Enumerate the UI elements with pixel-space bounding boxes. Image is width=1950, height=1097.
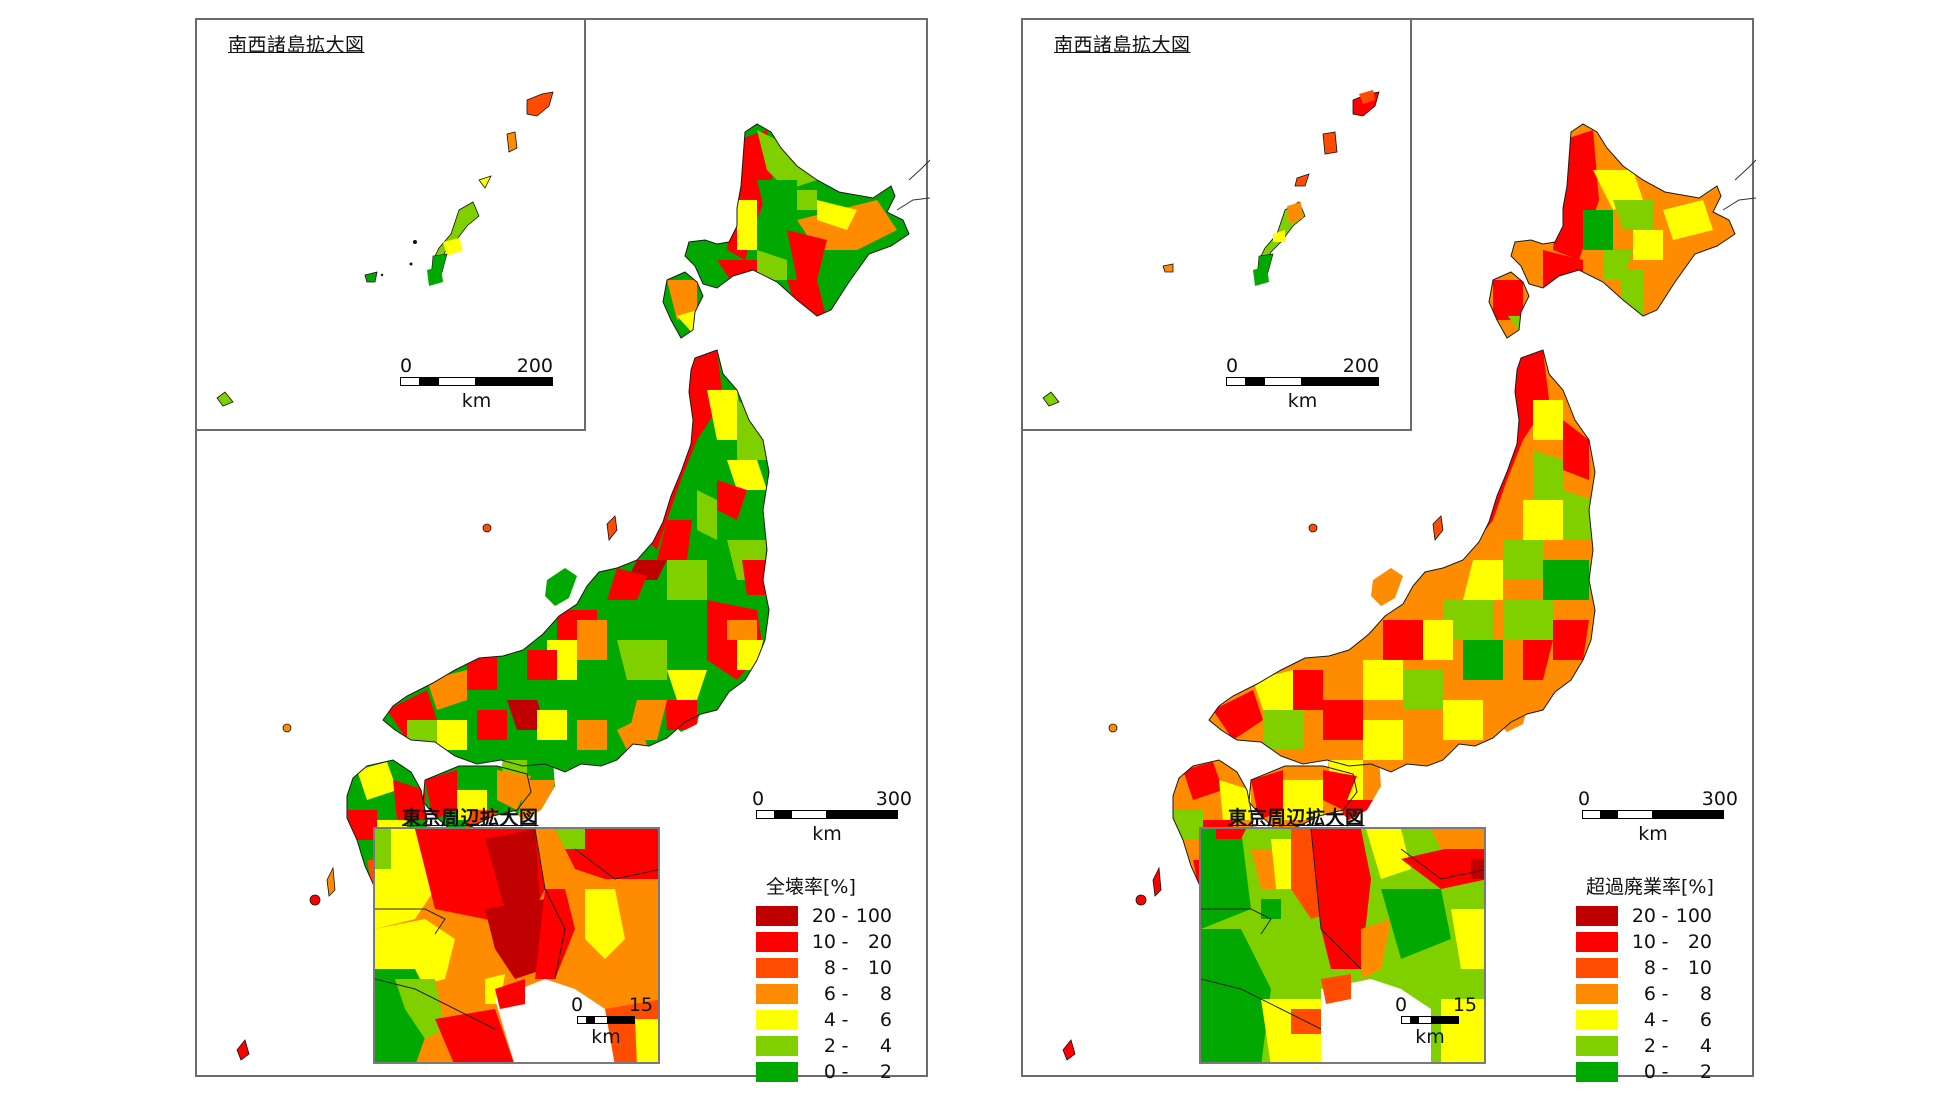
legend-row: 20-100	[756, 903, 892, 929]
legend-row: 6-8	[1576, 981, 1714, 1007]
legend-swatch	[756, 1036, 798, 1056]
legend-title: 全壊率[%]	[766, 876, 856, 898]
legend-row: 2-4	[756, 1033, 892, 1059]
legend-swatch	[756, 906, 798, 926]
legend-swatch	[1576, 906, 1618, 926]
legend-row: 20-100	[1576, 903, 1714, 929]
legend-swatch	[1576, 984, 1618, 1004]
legend-row: 10-20	[1576, 929, 1714, 955]
legend-row: 8-10	[1576, 955, 1714, 981]
ryukyu-islands-shapes	[1042, 90, 1380, 407]
map-panel-collapse-rate: 南西諸島拡大図 0 200 km 0 300	[195, 18, 930, 1083]
legend-row: 10-20	[756, 929, 892, 955]
legend-swatch	[756, 984, 798, 1004]
legend-swatch	[1576, 1010, 1618, 1030]
tokyo-inset-title: 東京周辺拡大図	[402, 807, 539, 829]
map-legend: 全壊率[%] 20-100 10-20 8-10 6-8 4-6 2-4 0-2	[756, 872, 892, 1085]
legend-row: 6-8	[756, 981, 892, 1007]
ryukyu-scale-bar: 0 200 km	[1226, 355, 1379, 412]
tokyo-area-shapes	[375, 829, 658, 1062]
tokyo-area-shapes	[1201, 829, 1484, 1062]
ryukyu-inset-title: 南西諸島拡大図	[228, 34, 365, 56]
map-legend: 超過廃業率[%] 20-100 10-20 8-10 6-8 4-6 2-4 0…	[1576, 872, 1714, 1085]
legend-swatch	[1576, 1062, 1618, 1082]
legend-row: 8-10	[756, 955, 892, 981]
legend-swatch	[756, 1010, 798, 1030]
legend-swatch	[756, 958, 798, 978]
tokyo-inset-map: 0 15 km	[373, 827, 660, 1064]
legend-row: 4-6	[756, 1007, 892, 1033]
legend-title: 超過廃業率[%]	[1586, 876, 1714, 898]
legend-swatch	[1576, 932, 1618, 952]
legend-swatch	[756, 932, 798, 952]
legend-swatch	[1576, 1036, 1618, 1056]
main-scale-bar: 0 300 km	[752, 788, 912, 845]
legend-swatch	[756, 1062, 798, 1082]
tokyo-inset-title: 東京周辺拡大図	[1228, 807, 1365, 829]
legend-row: 0-2	[1576, 1059, 1714, 1085]
ryukyu-inset-map: 南西諸島拡大図 0 200 km	[1023, 20, 1412, 431]
ryukyu-inset-title: 南西諸島拡大図	[1054, 34, 1191, 56]
legend-row: 0-2	[756, 1059, 892, 1085]
legend-row: 2-4	[1576, 1033, 1714, 1059]
ryukyu-scale-bar: 0 200 km	[400, 355, 553, 412]
map-panel-excess-closure-rate: 南西諸島拡大図 0 200 km 0 300	[1021, 18, 1756, 1083]
ryukyu-islands-shapes	[216, 91, 554, 407]
tokyo-scale-bar: 0 15 km	[571, 994, 653, 1048]
tokyo-scale-bar: 0 15 km	[1395, 994, 1477, 1048]
legend-row: 4-6	[1576, 1007, 1714, 1033]
main-scale-bar: 0 300 km	[1578, 788, 1738, 845]
ryukyu-inset-map: 南西諸島拡大図 0 200 km	[197, 20, 586, 431]
legend-swatch	[1576, 958, 1618, 978]
tokyo-inset-map: 0 15 km	[1199, 827, 1486, 1064]
